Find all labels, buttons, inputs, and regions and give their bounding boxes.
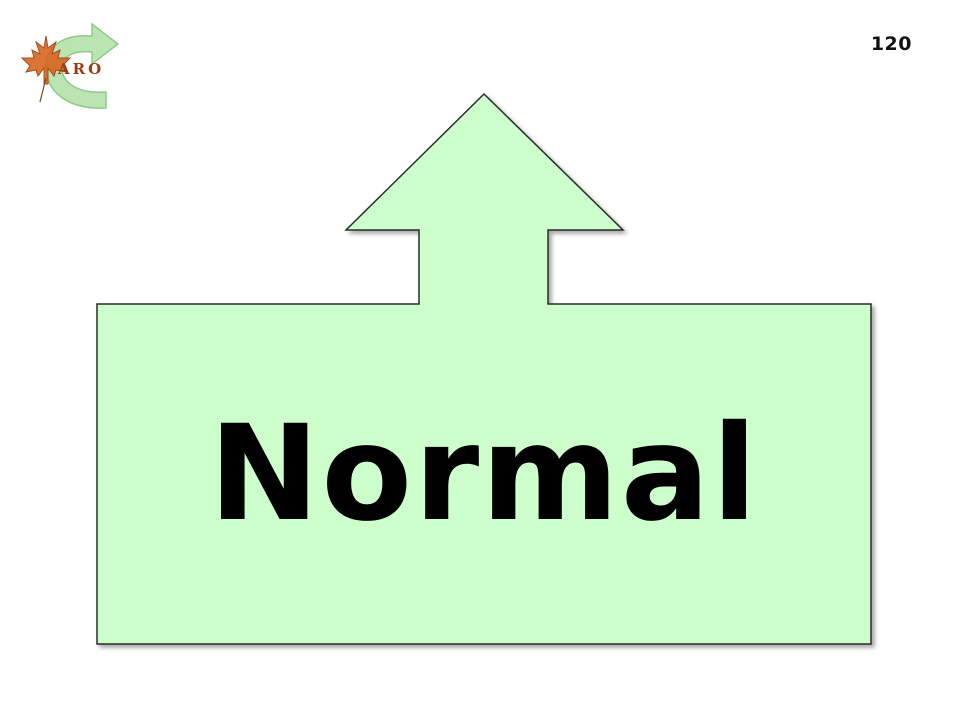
logo-circular-arrow-icon: [45, 22, 120, 109]
callout-word: Normal: [208, 397, 760, 551]
maple-leaf-icon: [20, 35, 72, 85]
aro-logo: ARO: [20, 22, 120, 109]
logo-text: ARO: [57, 60, 104, 78]
slide-number: 120: [870, 33, 912, 55]
up-arrow-callout-outline: [96, 92, 872, 645]
